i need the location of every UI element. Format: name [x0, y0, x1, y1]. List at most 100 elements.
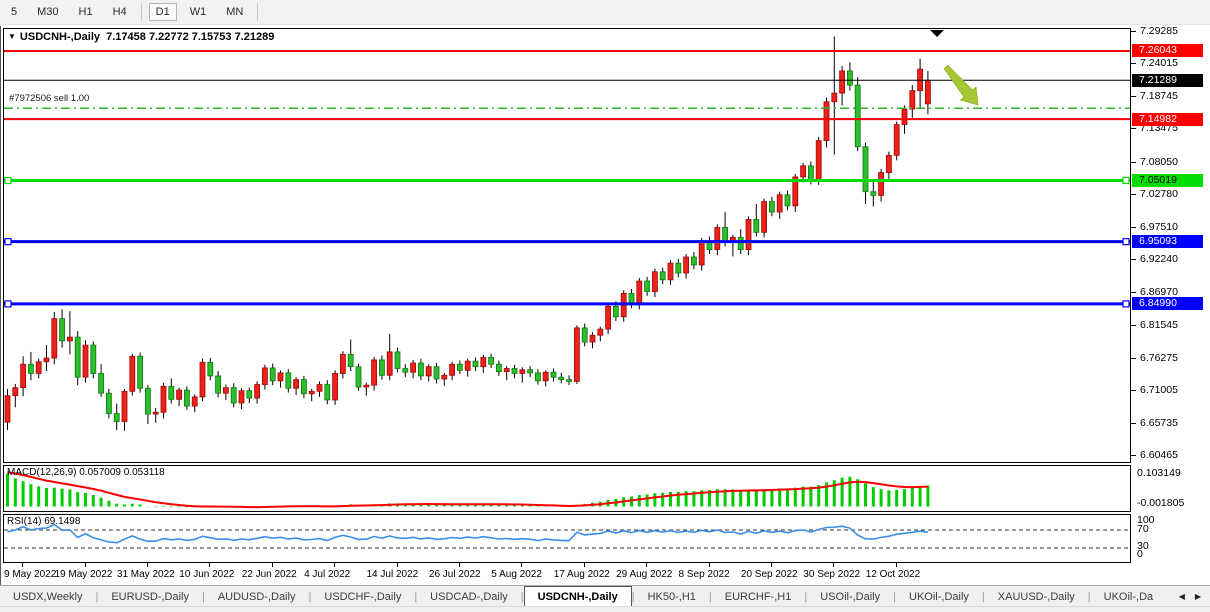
tab-scroll-left-icon[interactable]: ◀ [1178, 592, 1185, 601]
tab-separator: | [201, 590, 205, 603]
tab-xauusddaily[interactable]: XAUUSD-,Daily [997, 590, 1075, 603]
candle-bullish [441, 374, 448, 380]
timeframe-button-w1[interactable]: W1 [189, 6, 207, 18]
price-tick-label: 7.24015 [1140, 57, 1178, 70]
rsi-label: RSI(14) 69.1498 [7, 516, 81, 527]
rsi-chart[interactable] [4, 515, 1130, 562]
candle-bullish [254, 384, 261, 399]
window-left-edge [0, 26, 1, 585]
candle-bearish [628, 292, 635, 305]
macd-histogram-bar [801, 486, 805, 507]
macd-histogram-bar [162, 506, 165, 508]
tab-usdchfdaily[interactable]: USDCHF-,Daily [324, 590, 402, 603]
macd-histogram-bar [848, 476, 852, 507]
macd-histogram-bar [84, 492, 87, 507]
line-drag-handle[interactable] [1122, 176, 1130, 185]
line-drag-handle[interactable] [1122, 300, 1130, 308]
date-tick [583, 563, 585, 567]
tab-separator: | [308, 590, 312, 603]
macd-histogram-bar [637, 495, 641, 507]
tab-ukoilda[interactable]: UKOil-,Da [1103, 590, 1154, 603]
candle-bullish [464, 360, 471, 371]
candle-bullish [199, 361, 206, 398]
line-drag-handle[interactable] [1122, 238, 1130, 246]
price-chart-panel[interactable]: ▼ USDCNH-,Daily 7.17458 7.22772 7.15753 7… [3, 28, 1131, 463]
price-badge-6.95093: 6.95093 [1132, 235, 1203, 249]
candle-bearish [753, 219, 760, 233]
price-tick-dash [1131, 455, 1136, 456]
date-tick [708, 563, 710, 567]
macd-histogram-bar [864, 483, 867, 507]
tab-eurchfh1[interactable]: EURCHF-,H1 [724, 590, 792, 603]
date-tick [521, 563, 523, 567]
candle-bullish [160, 385, 167, 413]
tab-usdxweekly[interactable]: USDX,Weekly [13, 590, 83, 603]
candle-bullish [35, 361, 42, 374]
date-tick [334, 563, 336, 567]
macd-histogram-bar [887, 490, 891, 507]
macd-histogram-bar [793, 487, 797, 507]
date-axis[interactable]: 9 May 2022 19 May 2022 31 May 2022 10 Jun 2… [3, 563, 1131, 584]
candlestick-chart[interactable] [4, 29, 1130, 462]
macd-histogram-bar [786, 488, 789, 507]
tab-usdcaddaily[interactable]: USDCAD-,Daily [430, 590, 508, 603]
timeframe-button-h1[interactable]: H1 [78, 6, 93, 18]
candle-bearish [488, 357, 495, 365]
timeframe-button-h4[interactable]: H4 [112, 6, 127, 18]
macd-histogram-bar [817, 485, 821, 507]
timeframe-button-mn[interactable]: MN [226, 6, 244, 18]
candle-bullish [589, 334, 596, 343]
candle-bearish [59, 318, 65, 342]
status-strip [0, 606, 1210, 612]
date-tick [833, 563, 835, 567]
line-drag-handle[interactable] [4, 300, 12, 308]
date-label: 26 Jul 2022 [428, 569, 481, 580]
macd-histogram-bar [747, 489, 750, 507]
candle-bearish [847, 70, 853, 86]
candle-bullish [293, 379, 300, 389]
tab-usdcnhdaily[interactable]: USDCNH-,Daily [523, 586, 632, 607]
candle-bullish [386, 351, 393, 376]
candle-bullish [776, 194, 783, 213]
chart-title-symbol: USDCNH-,Daily [19, 31, 100, 43]
tab-audusddaily[interactable]: AUDUSD-,Daily [217, 590, 296, 603]
macd-histogram-bar [528, 505, 532, 507]
tab-scroll-right-icon[interactable]: ▶ [1194, 592, 1201, 601]
candle-bullish [410, 362, 417, 373]
macd-histogram-bar [692, 491, 696, 507]
tab-eurusddaily[interactable]: EURUSD-,Daily [111, 590, 189, 603]
candle-bearish [27, 363, 34, 374]
candle-bullish [371, 359, 378, 386]
price-tick: 7.08050 [1131, 156, 1210, 169]
candle-bullish [761, 201, 767, 233]
tab-hk50h1[interactable]: HK50-,H1 [647, 590, 696, 603]
candle-bullish [823, 101, 830, 141]
macd-histogram-bar [871, 487, 875, 507]
candle-bearish [394, 351, 401, 369]
tab-ukoildaily[interactable]: UKOil-,Daily [909, 590, 969, 603]
price-tick: 7.24015 [1131, 57, 1210, 70]
macd-chart[interactable] [4, 466, 1130, 511]
candle-bearish [137, 355, 144, 389]
candle-bullish [698, 240, 705, 266]
rsi-panel[interactable]: RSI(14) 69.1498 [3, 514, 1131, 563]
line-drag-handle[interactable] [4, 238, 12, 246]
candle-bearish [378, 359, 385, 376]
candle-bullish [12, 387, 19, 397]
macd-histogram-bar [840, 477, 844, 507]
macd-histogram-bar [661, 492, 665, 507]
price-tick-label: 6.65735 [1140, 416, 1178, 429]
timeframe-button-m30[interactable]: M30 [37, 6, 59, 18]
date-label: 22 Jun 2022 [241, 569, 297, 580]
candle-bullish [152, 411, 159, 415]
macd-histogram-bar [91, 495, 95, 507]
tab-usoildaily[interactable]: USOil-,Daily [820, 590, 881, 603]
price-axis[interactable]: 7.29285 7.24015 7.18745 7.13475 7.08050 7.027… [1131, 25, 1210, 584]
timeframe-button-d1[interactable]: D1 [148, 3, 177, 21]
price-tick-label: 7.29285 [1140, 25, 1178, 37]
timeframe-button-5[interactable]: 5 [11, 6, 18, 18]
symbol-dropdown-icon[interactable]: ▼ [8, 32, 16, 41]
line-drag-handle[interactable] [4, 176, 12, 185]
macd-panel[interactable]: MACD(12,26,9) 0.057009 0.053118 [3, 465, 1131, 512]
